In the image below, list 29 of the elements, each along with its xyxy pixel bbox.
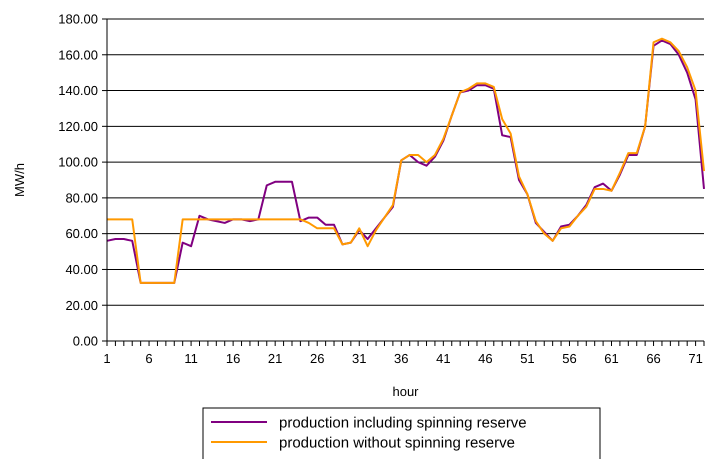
x-tick-label: 11 [184, 351, 198, 366]
y-tick-label: 140.00 [58, 83, 98, 98]
y-tick-label: 20.00 [65, 298, 98, 313]
y-tick-label: 0.00 [72, 334, 98, 349]
x-tick-label: 46 [478, 351, 493, 366]
y-axis-title: MW/h [12, 163, 27, 197]
x-tick-label: 66 [646, 351, 661, 366]
x-tick-label: 56 [562, 351, 577, 366]
legend-label: production including spinning reserve [279, 414, 527, 432]
x-tick-label: 36 [394, 351, 409, 366]
y-tick-label: 40.00 [65, 262, 98, 277]
y-tick-label: 100.00 [58, 154, 98, 170]
x-tick-label: 21 [268, 351, 282, 366]
x-tick-label: 31 [352, 351, 366, 366]
x-tick-label: 6 [145, 351, 153, 366]
x-tick-label: 26 [310, 351, 324, 366]
x-axis-title: hour [392, 384, 420, 399]
x-tick-label: 61 [604, 351, 619, 366]
legend-label: production without spinning reserve [279, 434, 515, 452]
x-tick-label: 51 [520, 351, 535, 366]
x-tick-label: 16 [226, 351, 240, 366]
y-tick-label: 60.00 [65, 226, 98, 242]
y-tick-label: 80.00 [65, 190, 98, 206]
y-tick-label: 180.00 [58, 12, 98, 27]
x-tick-label: 41 [436, 351, 451, 366]
x-tick-label: 71 [688, 351, 703, 366]
y-tick-label: 120.00 [58, 118, 98, 134]
y-tick-label: 160.00 [58, 47, 98, 62]
x-tick-label: 1 [103, 351, 111, 366]
